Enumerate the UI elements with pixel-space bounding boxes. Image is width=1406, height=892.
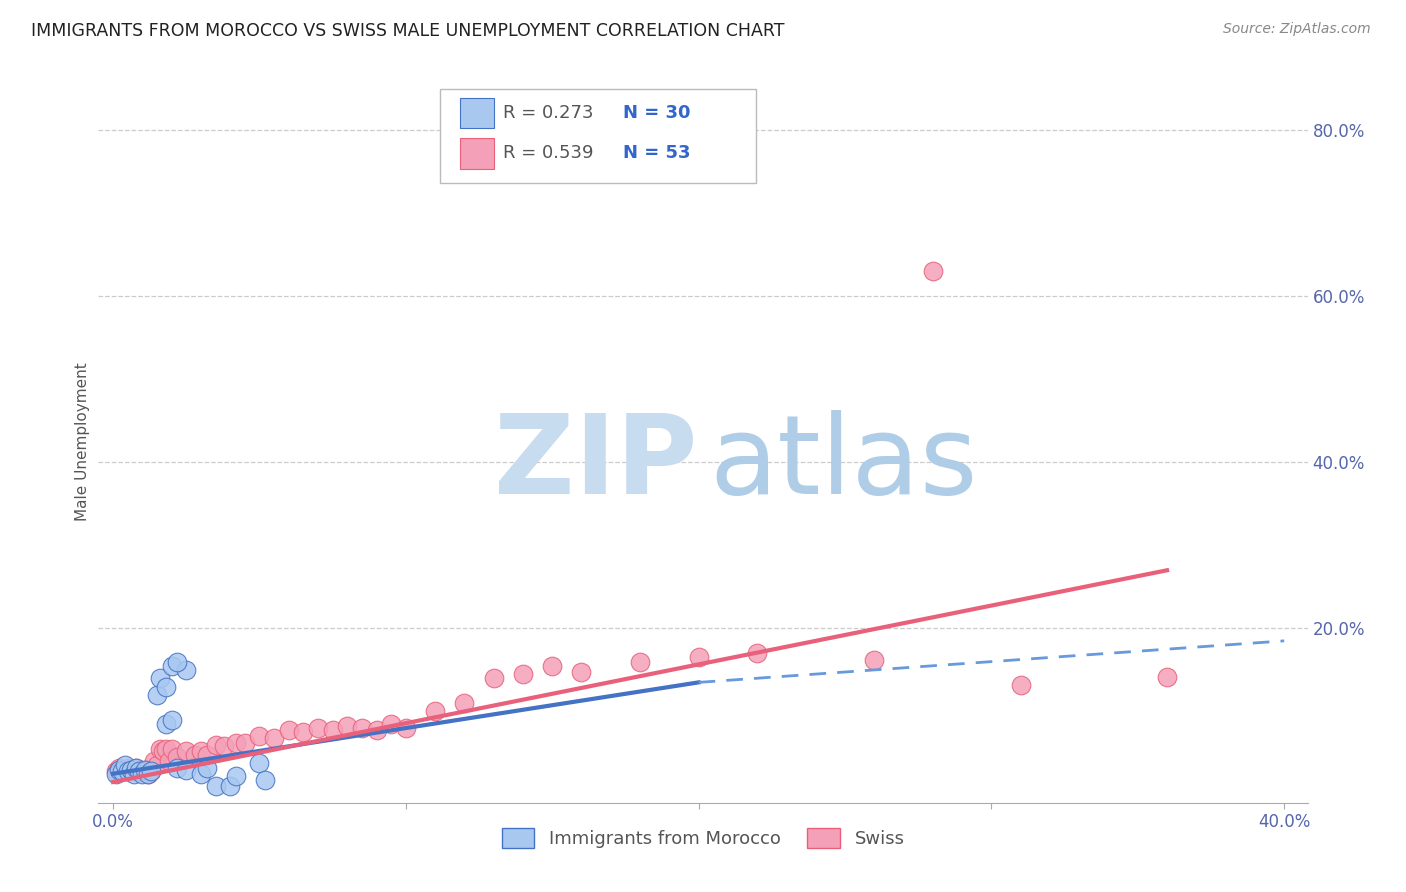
Point: [131, 766, 153, 780]
Point: [921, 264, 943, 278]
Point: [863, 653, 886, 667]
Point: [111, 764, 134, 779]
Point: [157, 754, 180, 768]
Point: [249, 756, 271, 770]
Point: [128, 764, 150, 779]
Point: [117, 764, 139, 779]
Point: [104, 764, 127, 779]
Point: [366, 723, 388, 737]
Point: [350, 721, 373, 735]
Point: [174, 663, 197, 677]
Point: [195, 747, 218, 762]
Point: [166, 655, 188, 669]
Text: R = 0.273: R = 0.273: [503, 104, 593, 122]
Point: [155, 680, 177, 694]
Legend: Immigrants from Morocco, Swiss: Immigrants from Morocco, Swiss: [495, 821, 911, 855]
Point: [131, 764, 153, 779]
Point: [134, 763, 156, 777]
Point: [155, 741, 177, 756]
Text: N = 53: N = 53: [623, 145, 690, 162]
Point: [120, 763, 142, 777]
Point: [104, 766, 127, 780]
Point: [225, 769, 247, 783]
Point: [134, 763, 156, 777]
Point: [380, 717, 402, 731]
Y-axis label: Male Unemployment: Male Unemployment: [75, 362, 90, 521]
Point: [233, 736, 256, 750]
Point: [336, 719, 359, 733]
Point: [122, 764, 145, 779]
Point: [204, 779, 226, 793]
Point: [190, 766, 212, 780]
Point: [108, 763, 131, 777]
Point: [160, 713, 183, 727]
Point: [1156, 669, 1178, 683]
Text: ZIP: ZIP: [494, 409, 697, 516]
Point: [149, 671, 172, 685]
Point: [628, 655, 651, 669]
Point: [125, 761, 148, 775]
Point: [146, 758, 169, 772]
Point: [571, 665, 593, 679]
Point: [136, 766, 159, 780]
Point: [688, 650, 710, 665]
Point: [174, 744, 197, 758]
Point: [120, 763, 142, 777]
Point: [128, 763, 150, 777]
Point: [160, 658, 183, 673]
Point: [541, 658, 564, 673]
Point: [139, 764, 162, 779]
Text: IMMIGRANTS FROM MOROCCO VS SWISS MALE UNEMPLOYMENT CORRELATION CHART: IMMIGRANTS FROM MOROCCO VS SWISS MALE UN…: [31, 22, 785, 40]
Point: [166, 761, 188, 775]
Point: [204, 738, 226, 752]
Point: [155, 717, 177, 731]
Point: [512, 667, 534, 681]
Point: [117, 761, 139, 775]
Point: [747, 646, 769, 660]
Point: [214, 739, 236, 754]
Text: N = 30: N = 30: [623, 104, 690, 122]
Point: [108, 761, 131, 775]
Point: [139, 764, 162, 779]
Text: atlas: atlas: [709, 409, 977, 516]
Point: [277, 723, 299, 737]
Point: [254, 772, 277, 787]
Point: [166, 750, 188, 764]
Point: [423, 705, 446, 719]
Point: [249, 730, 271, 744]
Point: [114, 758, 136, 772]
Point: [292, 725, 315, 739]
Point: [152, 744, 174, 758]
Point: [146, 688, 169, 702]
Point: [174, 763, 197, 777]
Text: Source: ZipAtlas.com: Source: ZipAtlas.com: [1223, 22, 1371, 37]
Point: [219, 779, 242, 793]
Point: [225, 736, 247, 750]
Point: [122, 766, 145, 780]
Point: [263, 731, 285, 745]
Point: [453, 696, 475, 710]
Point: [160, 741, 183, 756]
Point: [322, 723, 344, 737]
Point: [143, 754, 166, 768]
Point: [114, 764, 136, 779]
Point: [136, 766, 159, 780]
Point: [195, 761, 218, 775]
Point: [482, 671, 505, 685]
Point: [111, 763, 134, 777]
Point: [184, 747, 207, 762]
Point: [125, 761, 148, 775]
Point: [1010, 678, 1032, 692]
Point: [149, 741, 172, 756]
Point: [307, 721, 329, 735]
Text: R = 0.539: R = 0.539: [503, 145, 593, 162]
Point: [395, 721, 418, 735]
Point: [190, 744, 212, 758]
